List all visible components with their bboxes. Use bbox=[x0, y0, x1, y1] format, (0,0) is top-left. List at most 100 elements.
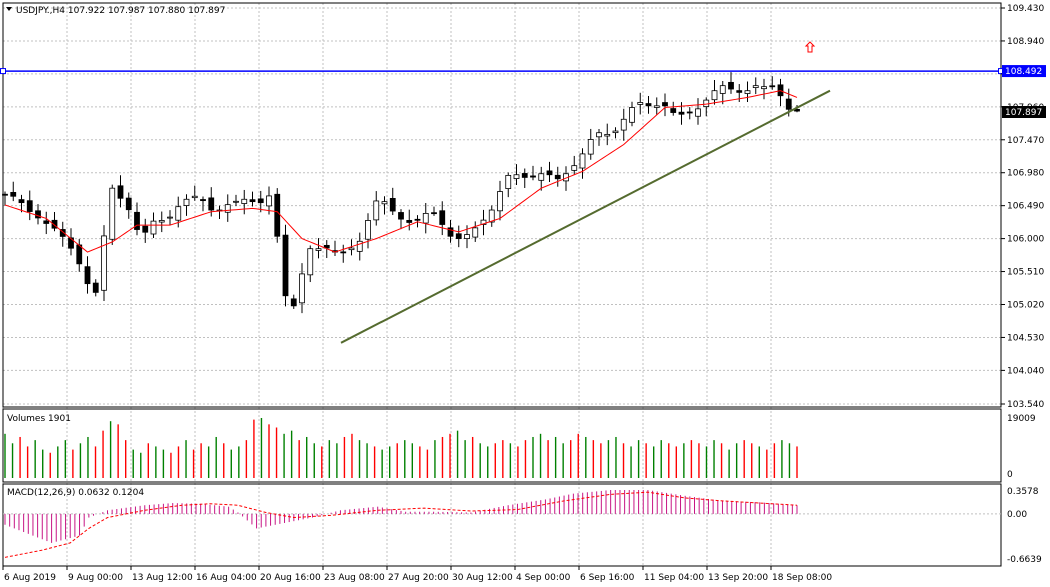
candle-body bbox=[167, 216, 173, 219]
candle-body bbox=[68, 237, 74, 249]
macd-histogram bbox=[3, 490, 1001, 543]
candle-body bbox=[497, 191, 503, 212]
time-axis-label: 4 Sep 00:00 bbox=[516, 573, 571, 583]
candle-body bbox=[158, 220, 165, 223]
candle-body bbox=[356, 240, 363, 252]
candle-body bbox=[191, 195, 198, 199]
candle-body bbox=[175, 206, 182, 221]
candle-body bbox=[381, 201, 388, 205]
candle-body bbox=[2, 193, 8, 196]
candle-body bbox=[711, 90, 718, 101]
candle-body bbox=[134, 211, 140, 230]
time-axis-label: 6 Aug 2019 bbox=[4, 573, 56, 583]
candle-body bbox=[761, 86, 767, 90]
horizontal-line-handle-left[interactable] bbox=[0, 68, 6, 75]
candle-body bbox=[323, 244, 330, 249]
macd-panel-frame bbox=[2, 483, 1002, 567]
candle-body bbox=[348, 247, 355, 251]
time-axis-label: 16 Aug 04:00 bbox=[196, 573, 257, 583]
macd-panel-title: MACD(12,26,9) 0.0632 0.1204 bbox=[7, 488, 144, 498]
candle-body bbox=[653, 105, 660, 108]
chevron-down-icon[interactable] bbox=[6, 7, 12, 11]
time-axis-label: 18 Sep 08:00 bbox=[772, 573, 832, 583]
volume-panel-frame bbox=[2, 408, 1002, 483]
candle-body bbox=[224, 204, 231, 213]
price-axis-label: 106.000 bbox=[1007, 235, 1044, 245]
price-axis-label: 106.980 bbox=[1007, 169, 1044, 179]
candle-body bbox=[51, 219, 58, 229]
price-axis-label: 104.040 bbox=[1007, 366, 1044, 376]
candle-body bbox=[554, 174, 561, 180]
time-axis-label: 13 Aug 12:00 bbox=[132, 573, 193, 583]
volume-axis-max: 19009 bbox=[1007, 414, 1036, 424]
current-price-label: 107.897 bbox=[1002, 106, 1046, 118]
time-axis-label: 23 Aug 08:00 bbox=[324, 573, 385, 583]
candle-body bbox=[150, 220, 157, 235]
candle-body bbox=[587, 139, 594, 155]
volume-axis-min: 0 bbox=[1007, 470, 1013, 480]
candle-body bbox=[340, 251, 347, 254]
candle-body bbox=[447, 227, 454, 237]
macd-axis-min: -0.6639 bbox=[1007, 555, 1042, 565]
candle-body bbox=[736, 90, 743, 93]
candle-body bbox=[299, 273, 305, 304]
candle-body bbox=[472, 227, 479, 238]
price-axis-label: 106.490 bbox=[1007, 202, 1044, 212]
candle-body bbox=[629, 107, 635, 123]
chart-header-text: USDJPY.,H4 107.922 107.987 107.880 107.8… bbox=[16, 6, 225, 16]
candle-body bbox=[769, 85, 776, 88]
candle-body bbox=[109, 187, 116, 240]
candle-body bbox=[26, 200, 33, 212]
macd-axis-zero: 0.00 bbox=[1007, 510, 1027, 520]
price-axis-label: 107.470 bbox=[1007, 136, 1044, 146]
candle-body bbox=[439, 210, 446, 225]
candle-body bbox=[670, 108, 677, 113]
candle-body bbox=[521, 173, 528, 178]
chart-header: USDJPY.,H4 107.922 107.987 107.880 107.8… bbox=[6, 6, 225, 16]
candle-body bbox=[513, 174, 520, 179]
candle-body bbox=[794, 108, 800, 112]
candle-body bbox=[645, 103, 652, 107]
time-axis-label: 13 Sep 20:00 bbox=[708, 573, 768, 583]
candle-body bbox=[10, 191, 17, 197]
candle-body bbox=[373, 200, 380, 221]
time-axis-label: 6 Sep 16:00 bbox=[580, 573, 635, 583]
candle-body bbox=[200, 199, 206, 202]
candle-body bbox=[208, 197, 215, 211]
macd-axis-max: 0.3578 bbox=[1007, 487, 1039, 497]
candle-body bbox=[266, 195, 272, 207]
moving-average-line bbox=[4, 90, 798, 253]
candle-body bbox=[464, 234, 470, 239]
candle-body bbox=[125, 197, 132, 211]
candle-body bbox=[117, 185, 124, 199]
candle-body bbox=[785, 98, 792, 110]
candle-body bbox=[719, 85, 726, 94]
candle-body bbox=[233, 200, 239, 203]
candle-body bbox=[101, 235, 107, 291]
buy-arrow-icon[interactable] bbox=[804, 41, 816, 53]
candle-body bbox=[274, 193, 281, 237]
candle-body bbox=[488, 209, 495, 223]
candle-body bbox=[538, 173, 545, 181]
horizontal-line-price-label: 108.492 bbox=[1002, 65, 1046, 78]
candle-body bbox=[76, 244, 83, 265]
time-axis-label: 30 Aug 12:00 bbox=[452, 573, 513, 583]
candle-body bbox=[662, 102, 668, 107]
candle-body bbox=[315, 248, 322, 251]
candlestick-series bbox=[2, 72, 800, 314]
candle-body bbox=[59, 229, 66, 237]
trendline[interactable] bbox=[340, 89, 831, 344]
grid-lines bbox=[2, 3, 1001, 566]
price-axis-label: 105.020 bbox=[1007, 300, 1044, 310]
candle-body bbox=[546, 170, 553, 176]
candle-body bbox=[257, 198, 264, 204]
candle-body bbox=[431, 212, 437, 215]
candle-body bbox=[241, 198, 248, 204]
price-axis-label: 103.540 bbox=[1007, 400, 1044, 410]
time-axis-label: 27 Aug 20:00 bbox=[388, 573, 449, 583]
candle-body bbox=[290, 298, 297, 307]
horizontal-line-price-text: 108.492 bbox=[1005, 67, 1042, 77]
candle-body bbox=[571, 165, 578, 171]
candle-body bbox=[480, 219, 487, 225]
